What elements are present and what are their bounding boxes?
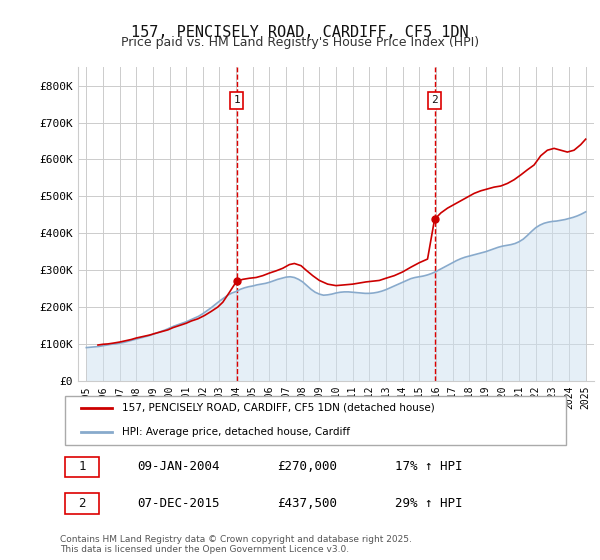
FancyBboxPatch shape [65, 396, 566, 445]
Text: 07-DEC-2015: 07-DEC-2015 [137, 497, 220, 510]
Text: Price paid vs. HM Land Registry's House Price Index (HPI): Price paid vs. HM Land Registry's House … [121, 36, 479, 49]
Text: 157, PENCISELY ROAD, CARDIFF, CF5 1DN: 157, PENCISELY ROAD, CARDIFF, CF5 1DN [131, 25, 469, 40]
FancyBboxPatch shape [65, 457, 98, 477]
Text: HPI: Average price, detached house, Cardiff: HPI: Average price, detached house, Card… [122, 427, 350, 437]
FancyBboxPatch shape [65, 493, 98, 514]
Text: Contains HM Land Registry data © Crown copyright and database right 2025.
This d: Contains HM Land Registry data © Crown c… [60, 535, 412, 554]
Text: 09-JAN-2004: 09-JAN-2004 [137, 460, 220, 473]
Text: 1: 1 [79, 460, 86, 473]
Text: 17% ↑ HPI: 17% ↑ HPI [395, 460, 463, 473]
Text: 2: 2 [79, 497, 86, 510]
Text: 29% ↑ HPI: 29% ↑ HPI [395, 497, 463, 510]
Text: 2: 2 [431, 95, 438, 105]
Text: £437,500: £437,500 [277, 497, 337, 510]
Text: 1: 1 [233, 95, 240, 105]
Text: £270,000: £270,000 [277, 460, 337, 473]
Text: 157, PENCISELY ROAD, CARDIFF, CF5 1DN (detached house): 157, PENCISELY ROAD, CARDIFF, CF5 1DN (d… [122, 403, 434, 413]
